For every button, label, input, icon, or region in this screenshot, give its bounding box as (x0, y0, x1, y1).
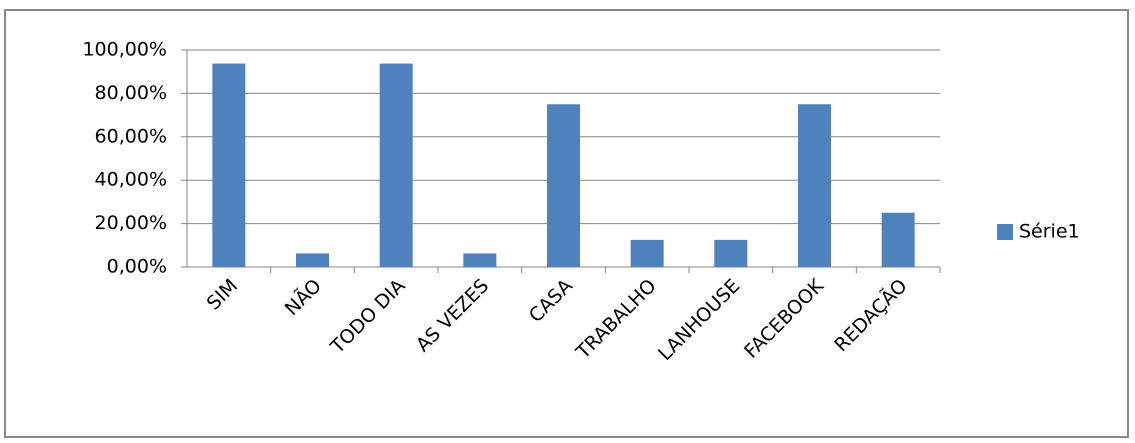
y-tick-label: 20,00% (95, 212, 167, 234)
bar (798, 104, 831, 267)
y-tick-label: 100,00% (82, 39, 167, 61)
bar (296, 253, 329, 267)
legend-label: Série1 (1019, 221, 1080, 243)
legend-swatch (997, 224, 1013, 240)
y-tick-label: 80,00% (95, 82, 167, 104)
y-tick-label: 40,00% (95, 169, 167, 191)
bar (463, 253, 497, 267)
bar (714, 239, 748, 267)
bar (630, 239, 664, 267)
bar (212, 63, 246, 267)
y-tick-label: 0,00% (107, 256, 167, 278)
bar (547, 104, 580, 267)
y-tick-label: 60,00% (95, 125, 167, 147)
bar (881, 212, 915, 267)
bar (379, 63, 413, 267)
